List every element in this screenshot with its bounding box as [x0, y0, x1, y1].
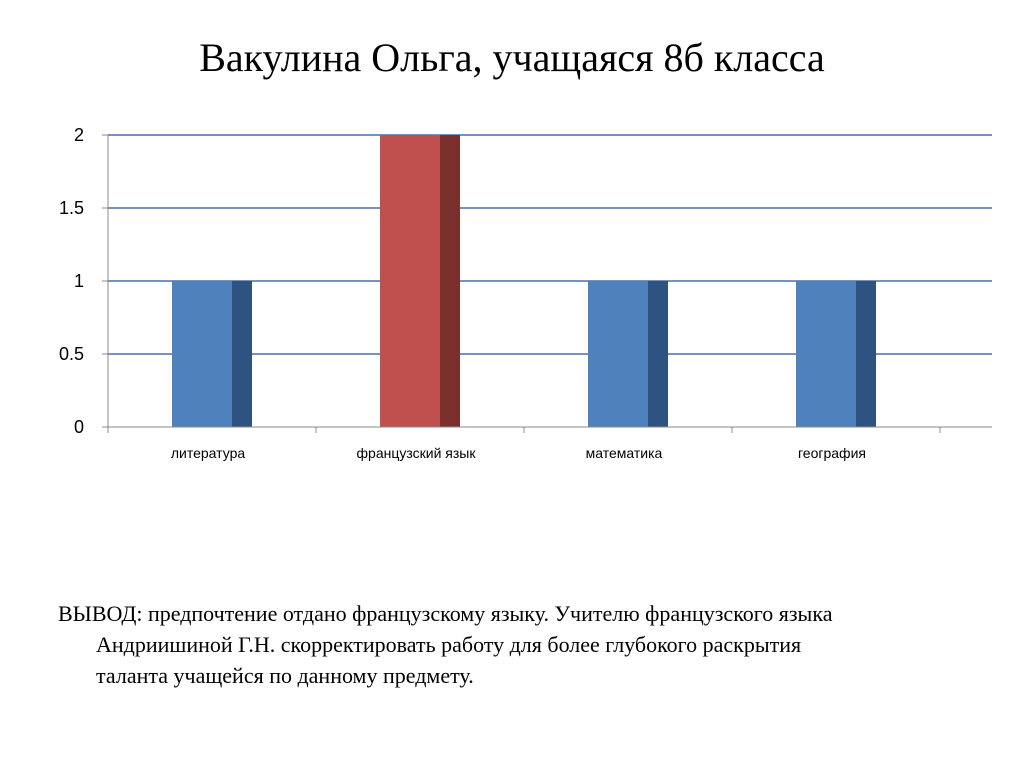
x-category-label: литература	[171, 445, 245, 461]
bar-front	[796, 281, 856, 427]
bar-front	[172, 281, 232, 427]
slide-title: Вакулина Ольга, учащаяся 8б класса	[199, 35, 825, 80]
y-tick-label: 1.5	[59, 198, 84, 218]
conclusion-line-2: Андриишиной Г.Н. скорректировать работу …	[96, 632, 802, 657]
y-axis-tick-labels: 0 0.5 1 1.5 2	[59, 125, 84, 437]
x-category-label: математика	[586, 445, 663, 461]
y-tick-label: 0	[74, 417, 84, 437]
x-axis-category-labels: литература французский язык математика геог…	[171, 445, 866, 461]
bar	[796, 281, 876, 427]
y-tick-label: 0.5	[59, 344, 84, 364]
bar-front	[380, 135, 440, 427]
conclusion-line-3: таланта учащейся по данному предмету.	[96, 663, 474, 688]
bar-chart: 0 0.5 1 1.5 2 литература французский язык мате…	[59, 125, 992, 461]
bar-side	[232, 281, 252, 427]
y-tick-label: 2	[74, 125, 84, 145]
bar	[172, 281, 252, 427]
bar-side	[440, 135, 460, 427]
y-tick-label: 1	[74, 271, 84, 291]
chart-bars	[172, 135, 876, 427]
x-category-label: французский язык	[357, 445, 477, 461]
x-category-label: география	[798, 445, 866, 461]
bar-front	[588, 281, 648, 427]
bar-side	[856, 281, 876, 427]
conclusion-line-1: ВЫВОД: предпочтение отдано французскому …	[58, 601, 833, 626]
bar	[380, 135, 460, 427]
chart-axes	[102, 134, 992, 433]
bar	[588, 281, 668, 427]
bar-side	[648, 281, 668, 427]
conclusion-text: ВЫВОД: предпочтение отдано французскому …	[58, 598, 988, 691]
